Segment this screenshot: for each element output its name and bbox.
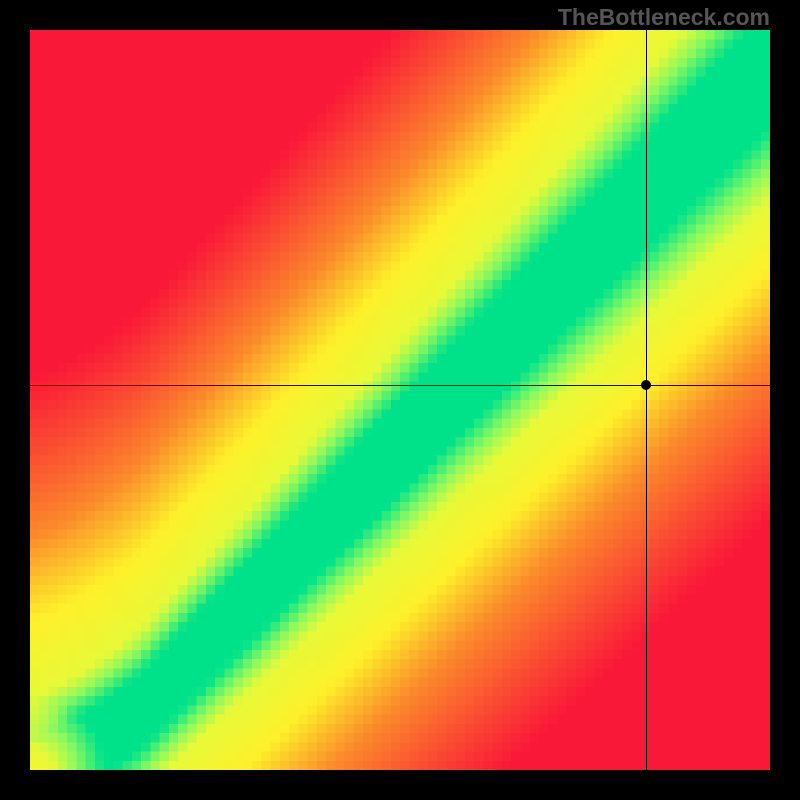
crosshair-horizontal: [30, 385, 770, 386]
bottleneck-heatmap: [30, 30, 770, 770]
selection-marker: [641, 380, 651, 390]
heatmap-canvas: [30, 30, 770, 770]
watermark-text: TheBottleneck.com: [558, 4, 770, 31]
crosshair-vertical: [646, 30, 647, 770]
